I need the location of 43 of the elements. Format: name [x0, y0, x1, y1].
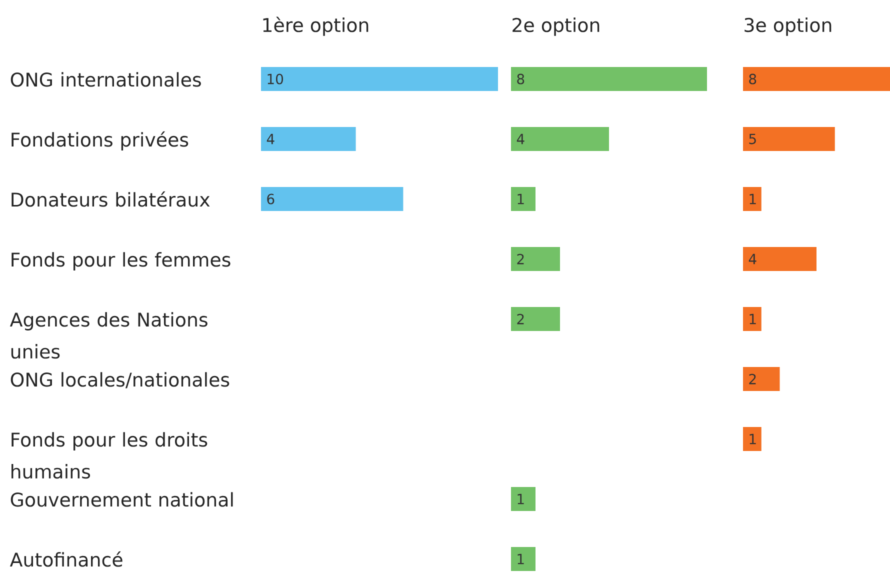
bar — [743, 247, 817, 272]
y-tick-label: Fonds pour les femmes — [12, 252, 230, 270]
data-label: 4 — [266, 134, 274, 144]
bar — [743, 67, 890, 92]
y-tick-label: ONG internationales — [10, 72, 201, 87]
y-tick-label: Donateurs bilatéraux — [12, 191, 210, 207]
data-label: 2 — [517, 254, 524, 264]
y-tick-label: Agences des Nations unies — [10, 312, 208, 359]
y-tick-label: Fondations privées — [12, 131, 188, 150]
data-label: 1 — [518, 194, 524, 204]
data-label: 1 — [518, 494, 524, 504]
data-label: 1 — [750, 194, 756, 204]
bar — [511, 247, 560, 272]
chart-title: 3e option — [744, 18, 832, 36]
data-label: 1 — [750, 314, 756, 324]
chart-title: 1ère option — [263, 16, 368, 36]
bar — [743, 307, 762, 332]
data-label: 8 — [749, 74, 756, 84]
data-label: 5 — [749, 134, 756, 144]
y-tick-label: Fonds pour les droits humains — [12, 432, 208, 479]
data-label: 10 — [268, 74, 284, 84]
bar — [743, 187, 762, 212]
data-label: 1 — [750, 434, 756, 444]
bar — [743, 127, 835, 152]
bar — [743, 367, 780, 392]
data-label: 2 — [749, 374, 756, 384]
bar — [511, 307, 560, 332]
data-label: 8 — [517, 74, 524, 84]
chart-title: 2e option — [512, 18, 600, 36]
data-label: 6 — [267, 194, 274, 204]
y-tick-label: Autofinancé — [10, 551, 122, 567]
bar — [511, 67, 707, 92]
bar — [511, 127, 609, 152]
bar — [743, 427, 762, 452]
data-label: 1 — [518, 554, 524, 564]
bar — [511, 547, 536, 572]
data-label: 4 — [516, 134, 524, 144]
data-label: 2 — [517, 314, 524, 324]
y-tick-label: Gouvernement national — [10, 492, 233, 507]
y-tick-label: ONG locales/nationales — [10, 372, 230, 388]
data-label: 4 — [748, 254, 756, 264]
bar — [511, 187, 536, 212]
bar — [511, 487, 536, 512]
